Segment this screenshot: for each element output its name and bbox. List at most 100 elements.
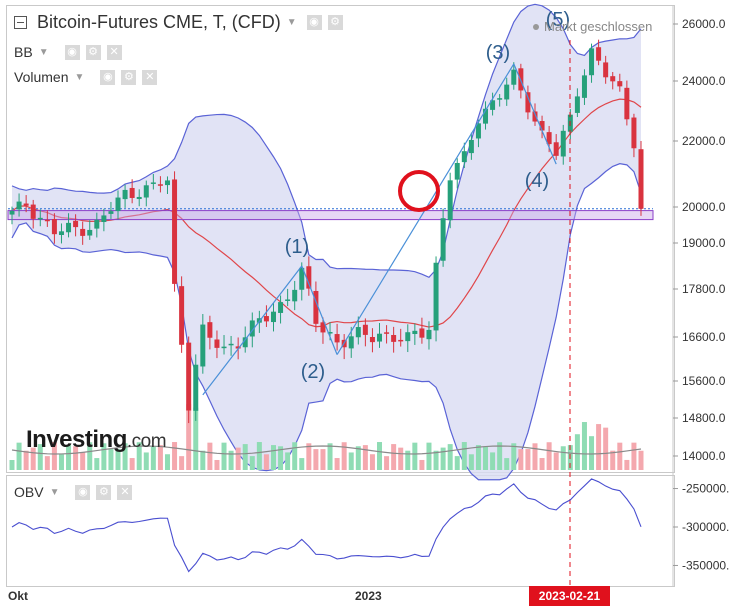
chevron-down-icon[interactable]: ▼: [286, 17, 297, 28]
volume-bar: [108, 449, 114, 470]
candle-body: [610, 76, 616, 82]
volume-bar: [589, 436, 595, 470]
market-status: Markt geschlossen: [533, 19, 652, 34]
visibility-icon[interactable]: ◉: [306, 15, 322, 30]
volume-bar: [30, 447, 36, 470]
volume-bar: [355, 446, 361, 470]
collapse-icon[interactable]: [14, 16, 27, 29]
volume-bar: [9, 460, 15, 470]
volume-bar: [412, 442, 418, 470]
candle-body: [129, 187, 135, 198]
candle-body: [270, 311, 276, 323]
volume-bar: [66, 445, 72, 470]
y-tick-label: 19000.0: [682, 236, 726, 250]
volume-bar: [249, 456, 255, 470]
volume-bar: [122, 443, 128, 470]
volume-bar: [511, 443, 517, 470]
volume-bar: [23, 450, 29, 470]
candle-body: [377, 333, 383, 342]
y-tick-label: 22000.0: [682, 134, 726, 148]
bollinger-middle-line: [11, 98, 642, 328]
candle-body: [355, 327, 361, 338]
candle-body: [150, 182, 156, 184]
candle-body: [249, 320, 255, 337]
volume-bar: [313, 449, 319, 470]
indicator-row-obv: OBV ▼ ◉ ⚙ ✕: [14, 484, 133, 500]
status-dot-icon: [533, 23, 539, 30]
x-tick-2023: 2023: [355, 589, 382, 603]
candle-body: [447, 180, 453, 221]
candle-body: [80, 228, 86, 236]
visibility-icon[interactable]: ◉: [75, 484, 91, 500]
bollinger-upper-line: [11, 3, 642, 278]
candle-body: [115, 197, 121, 212]
volume-bar: [136, 442, 142, 470]
chevron-down-icon[interactable]: ▼: [74, 71, 85, 83]
indicator-label-volume: Volumen: [14, 69, 69, 85]
candle-body: [136, 196, 142, 200]
volume-bar: [51, 442, 57, 470]
gear-icon[interactable]: ⚙: [96, 484, 112, 500]
candle-body: [278, 302, 284, 313]
chevron-down-icon[interactable]: ▼: [49, 486, 60, 498]
y-tick-label: 16600.0: [682, 330, 726, 344]
visibility-icon[interactable]: ◉: [100, 69, 116, 85]
visibility-icon[interactable]: ◉: [64, 44, 80, 60]
volume-bar: [504, 458, 510, 470]
volume-bar: [405, 450, 411, 470]
volume-bar: [292, 442, 298, 470]
bollinger-lower-line: [11, 163, 642, 481]
volume-bar: [73, 446, 79, 470]
gear-icon[interactable]: ⚙: [327, 15, 343, 30]
volume-bar: [80, 452, 86, 470]
volume-bar: [525, 449, 531, 470]
candle-body: [490, 100, 496, 110]
gear-icon[interactable]: ⚙: [121, 69, 137, 85]
candle-body: [638, 149, 644, 209]
y-tick-label: 26000.0: [682, 17, 726, 31]
chart-title: Bitcoin-Futures CME, T, (CFD): [37, 12, 281, 32]
volume-bar: [447, 444, 453, 470]
volume-bar: [270, 445, 276, 470]
volume-bar: [164, 454, 170, 470]
volume-bar: [596, 424, 602, 470]
y-tick-label: 24000.0: [682, 74, 726, 88]
candle-body: [589, 48, 595, 76]
candle-body: [193, 364, 199, 411]
chevron-down-icon[interactable]: ▼: [38, 46, 49, 58]
volume-bar: [150, 446, 156, 470]
volume-bar: [581, 422, 587, 470]
volume-bar: [320, 449, 326, 470]
candle-body: [179, 286, 185, 345]
crosshair-date-badge: 2023-02-21: [529, 586, 610, 606]
candle-body: [475, 123, 481, 139]
volume-bar: [306, 443, 312, 470]
volume-bar: [454, 456, 460, 470]
close-icon[interactable]: ✕: [106, 44, 122, 60]
candle-body: [426, 329, 432, 340]
candle-body: [433, 262, 439, 331]
logo-text: Investing: [26, 426, 127, 453]
volume-bar: [58, 454, 64, 470]
close-icon[interactable]: ✕: [142, 69, 158, 85]
volume-bar: [546, 442, 552, 470]
gear-icon[interactable]: ⚙: [85, 44, 101, 60]
candle-body: [172, 179, 178, 284]
candle-body: [334, 334, 340, 343]
volume-bar: [532, 443, 538, 470]
candle-body: [362, 324, 368, 335]
candle-body: [58, 231, 64, 236]
wave-line: [301, 265, 338, 355]
investing-logo: Investing.com: [26, 426, 167, 454]
volume-bar: [256, 442, 262, 470]
volume-bar: [341, 442, 347, 470]
volume-bar: [214, 459, 220, 470]
volume-bar: [186, 404, 192, 470]
close-icon[interactable]: ✕: [117, 484, 133, 500]
wave-label: (2): [301, 361, 325, 383]
wave-label: (4): [525, 170, 549, 192]
volume-bar: [143, 452, 149, 470]
candle-body: [214, 339, 220, 348]
candle-body: [398, 339, 404, 342]
